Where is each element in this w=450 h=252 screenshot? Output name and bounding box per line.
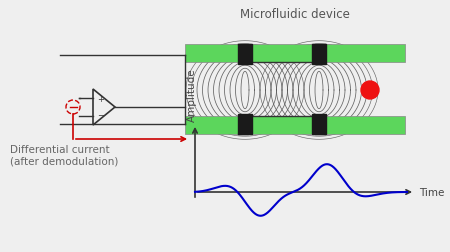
Circle shape — [361, 82, 379, 100]
Bar — [238, 115, 252, 135]
Bar — [185, 116, 405, 135]
Bar — [312, 115, 326, 135]
Text: Differential current
(after demodulation): Differential current (after demodulation… — [10, 144, 118, 166]
Text: Time: Time — [419, 187, 445, 197]
Bar — [312, 45, 326, 65]
Text: Amplitude: Amplitude — [187, 68, 197, 121]
Bar — [238, 45, 252, 65]
Bar — [185, 45, 405, 63]
Text: Microfluidic device: Microfluidic device — [240, 8, 350, 21]
Text: +: + — [97, 95, 104, 104]
Text: −: − — [97, 111, 104, 120]
